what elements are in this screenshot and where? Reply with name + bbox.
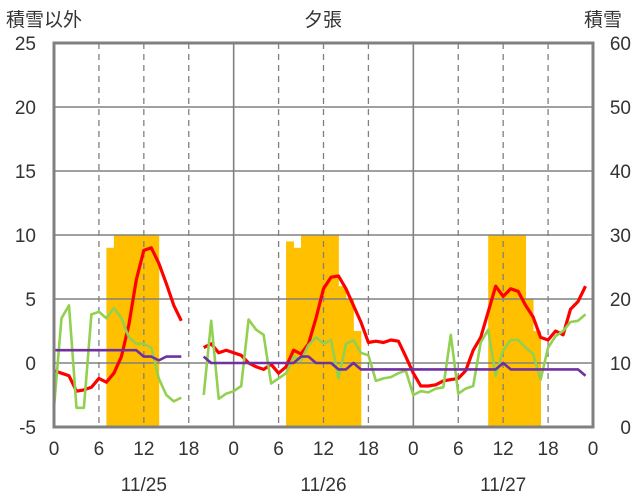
right-tick-label: 30 [610, 226, 631, 247]
snow-depth-bar [106, 247, 115, 427]
right-axis-label: 積雪 [584, 9, 623, 31]
x-tick-label: 12 [133, 439, 154, 460]
right-tick-label: 10 [610, 354, 631, 375]
right-tick-label: 20 [610, 290, 631, 311]
right-tick-label: 40 [610, 162, 631, 183]
right-tick-label: 0 [620, 418, 631, 439]
day-label: 11/27 [480, 475, 526, 496]
left-tick-label: 20 [15, 98, 36, 119]
chart-title: 夕張 [304, 9, 343, 31]
x-tick-label: 18 [538, 439, 559, 460]
left-tick-label: 10 [15, 226, 36, 247]
snow-depth-bar [533, 331, 541, 427]
right-tick-label: 60 [610, 34, 631, 55]
snow-depth-bar [488, 235, 497, 427]
x-tick-label: 18 [358, 439, 379, 460]
snow-depth-bar [330, 235, 339, 427]
x-tick-label: 0 [49, 439, 60, 460]
snow-depth-bar [503, 235, 512, 427]
plot-frame [52, 41, 595, 429]
series-line-2 [52, 304, 587, 410]
x-tick-label: 18 [178, 439, 199, 460]
snow-depth-bar [518, 235, 527, 427]
x-tick-label: 0 [408, 439, 419, 460]
series-lines [52, 246, 587, 410]
snow-depth-bar [113, 235, 122, 427]
x-tick-label: 12 [313, 439, 334, 460]
left-tick-label: 0 [25, 354, 36, 375]
series-line-3 [54, 348, 587, 377]
x-tick-label: 6 [453, 439, 464, 460]
x-tick-label: 6 [273, 439, 284, 460]
day-label: 11/25 [121, 475, 167, 496]
snow-depth-bar [316, 235, 324, 427]
snow-depth-bar [286, 241, 294, 427]
right-tick-label: 50 [610, 98, 631, 119]
snow-depth-bar [323, 235, 332, 427]
snow-depth-bar [136, 235, 145, 427]
snow-depth-bar [143, 235, 152, 427]
snow-depth-bar [353, 331, 362, 427]
snow-depth-bar [293, 247, 302, 427]
left-tick-label: -5 [19, 418, 36, 439]
x-tick-label: 0 [228, 439, 239, 460]
left-tick-label: 15 [15, 162, 36, 183]
snow-depth-bar [495, 235, 504, 427]
left-tick-label: 5 [25, 290, 36, 311]
snow-depth-bar [510, 235, 519, 427]
snow-depth-bar [128, 235, 137, 427]
x-tick-label: 6 [94, 439, 105, 460]
x-tick-label: 12 [493, 439, 514, 460]
snow-depth-bar [301, 235, 309, 427]
snow-depth-bar [151, 235, 160, 427]
day-label: 11/26 [300, 475, 346, 496]
left-tick-label: 25 [15, 34, 36, 55]
x-tick-label: 0 [588, 439, 599, 460]
left-axis-label: 積雪以外 [6, 9, 83, 31]
